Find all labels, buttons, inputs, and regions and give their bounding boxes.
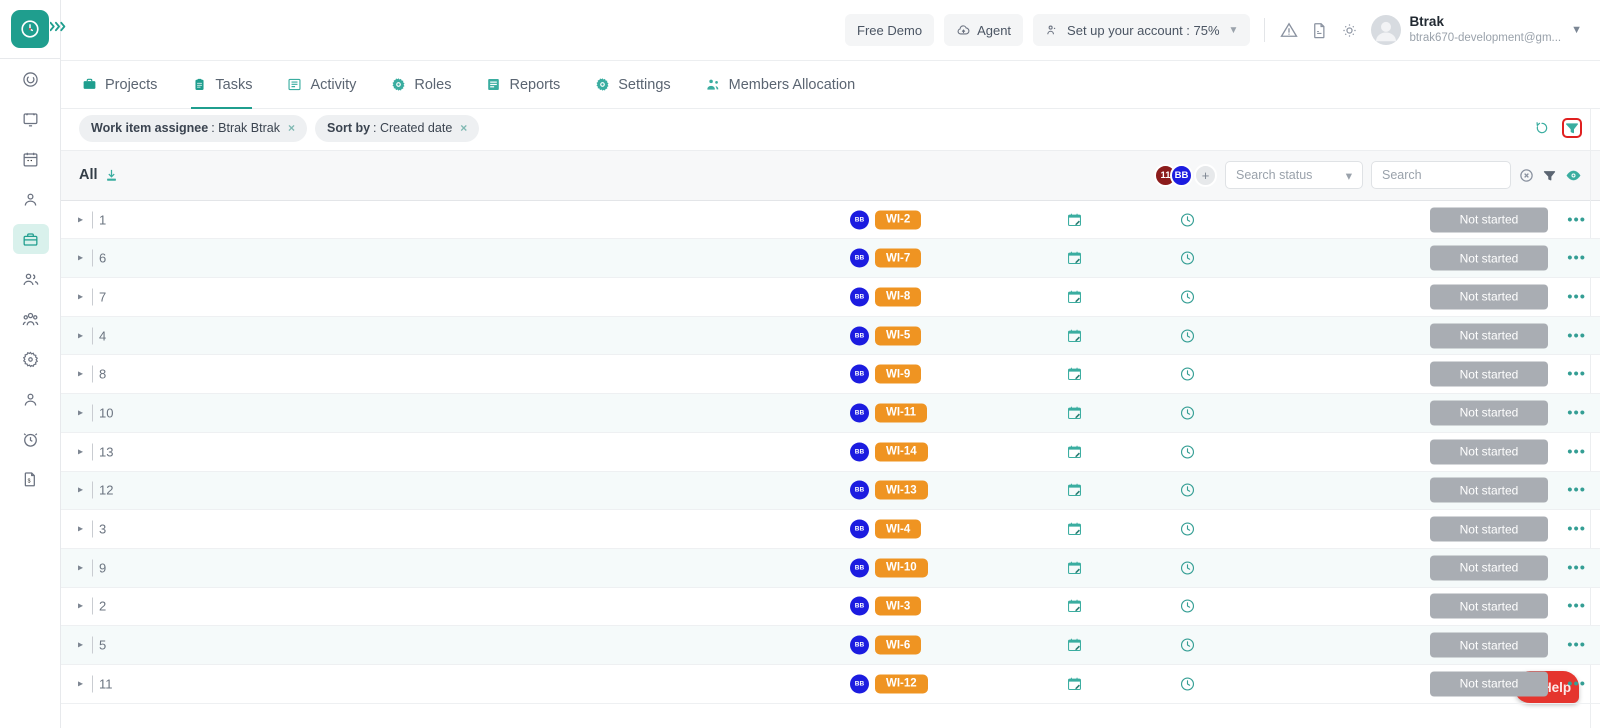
svg-text:$: $ bbox=[28, 478, 31, 484]
